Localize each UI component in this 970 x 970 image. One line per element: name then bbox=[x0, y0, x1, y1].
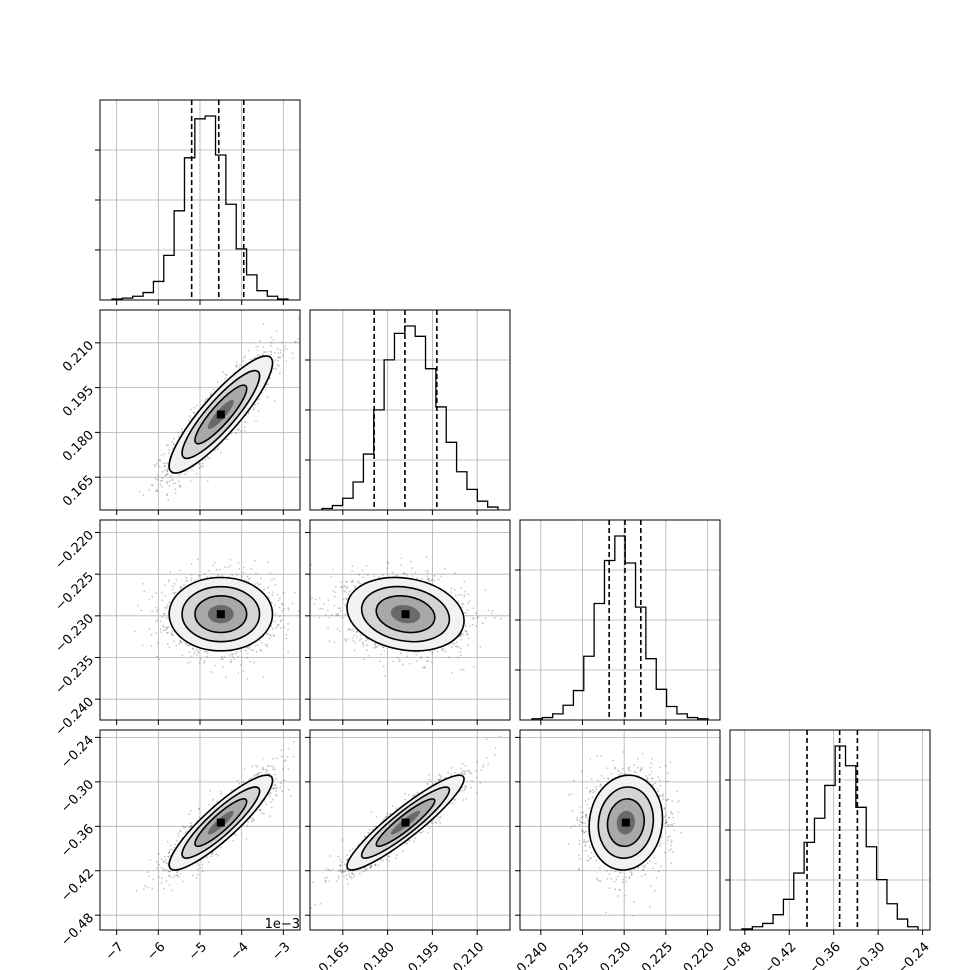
y-tick-label: 0.210 bbox=[60, 338, 97, 375]
x-tick-label: 0.195 bbox=[406, 940, 443, 970]
density-layer bbox=[135, 740, 295, 892]
density-layer bbox=[310, 556, 502, 677]
y-tick-label: −0.220 bbox=[52, 528, 97, 573]
density-peak bbox=[401, 818, 410, 827]
panel-frame bbox=[309, 729, 511, 931]
density-layer bbox=[310, 735, 501, 909]
y-tick-label: −0.36 bbox=[58, 822, 97, 861]
panel-frame bbox=[519, 729, 721, 931]
y-tick-label: −0.48 bbox=[58, 911, 97, 950]
y-tick-label: −0.225 bbox=[52, 570, 97, 615]
x-tick-label: −6 bbox=[144, 940, 168, 964]
y-tick-label: −0.240 bbox=[52, 695, 97, 740]
x-offset-label: 1e−3 bbox=[265, 917, 300, 932]
y-tick-label: −0.42 bbox=[58, 866, 97, 905]
histogram-step bbox=[111, 115, 289, 300]
y-tick-label: 0.180 bbox=[60, 428, 97, 465]
scatter-panel-1-0 bbox=[95, 309, 301, 515]
x-tick-label: −7 bbox=[103, 940, 127, 964]
scatter-panel-3-1 bbox=[305, 729, 511, 935]
x-tick-label: −0.235 bbox=[548, 940, 593, 970]
scatter-panel-3-2 bbox=[515, 729, 721, 935]
x-tick-label: −0.240 bbox=[506, 940, 551, 970]
x-tick-label: 0.210 bbox=[450, 940, 487, 970]
density-peak bbox=[621, 818, 630, 827]
y-tick-label: 0.165 bbox=[60, 473, 97, 510]
hist-panel-3 bbox=[725, 729, 931, 935]
x-tick-label: −0.42 bbox=[761, 940, 800, 970]
x-tick-label: −3 bbox=[269, 940, 293, 964]
density-peak bbox=[216, 610, 225, 619]
y-tick-label: −0.30 bbox=[58, 777, 97, 816]
histogram-step bbox=[321, 325, 499, 510]
hist-panel-2 bbox=[515, 519, 721, 725]
density-peak bbox=[216, 410, 225, 419]
density-layer bbox=[567, 751, 682, 917]
x-tick-label: −5 bbox=[186, 940, 210, 964]
histogram-step bbox=[741, 745, 919, 930]
x-tick-label: −0.30 bbox=[850, 940, 889, 970]
panel-frame bbox=[309, 519, 511, 721]
density-peak bbox=[216, 818, 225, 827]
scatter-panel-3-0 bbox=[95, 729, 301, 935]
histogram-step bbox=[531, 535, 709, 720]
y-tick-label: −0.230 bbox=[52, 611, 97, 656]
x-tick-label: 0.180 bbox=[361, 940, 398, 970]
x-tick-label: −0.225 bbox=[631, 940, 676, 970]
hist-panel-1 bbox=[305, 309, 511, 515]
x-tick-label: −4 bbox=[228, 940, 252, 964]
x-tick-label: −0.48 bbox=[716, 940, 755, 970]
hist-panel-0 bbox=[95, 99, 301, 305]
x-tick-label: −0.220 bbox=[673, 940, 718, 970]
scatter-panel-2-1 bbox=[305, 519, 511, 725]
scatter-panel-2-0 bbox=[95, 519, 301, 725]
y-tick-label: −0.235 bbox=[52, 653, 97, 698]
y-tick-label: −0.24 bbox=[58, 733, 97, 772]
x-tick-label: 0.165 bbox=[316, 940, 353, 970]
density-layer bbox=[133, 558, 300, 680]
x-tick-label: −0.24 bbox=[894, 940, 933, 970]
density-layer bbox=[139, 317, 300, 501]
x-tick-label: −0.230 bbox=[590, 940, 635, 970]
y-tick-label: 0.195 bbox=[60, 383, 97, 420]
density-peak bbox=[401, 610, 410, 619]
x-tick-label: −0.36 bbox=[805, 940, 844, 970]
